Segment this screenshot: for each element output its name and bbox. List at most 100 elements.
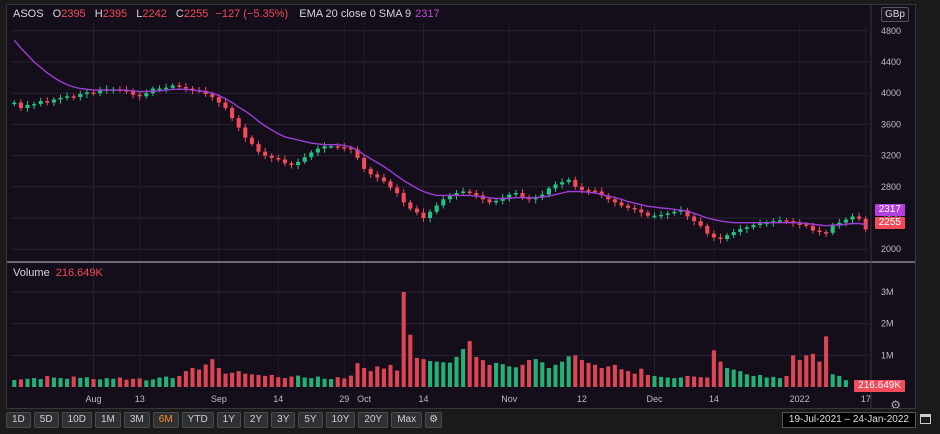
volume-bar <box>837 375 842 387</box>
volume-bar <box>249 374 254 387</box>
candle-body <box>335 146 340 148</box>
candle-body <box>678 210 683 212</box>
volume-bar <box>12 380 17 387</box>
candle-body <box>520 193 525 197</box>
candle-body <box>718 237 723 240</box>
timeframe-button-6m[interactable]: 6M <box>152 412 179 428</box>
calendar-icon[interactable] <box>920 414 931 424</box>
candle-body <box>58 97 63 100</box>
volume-bar <box>824 336 829 387</box>
candle-body <box>553 184 558 189</box>
candle-body <box>797 223 802 225</box>
candle-body <box>817 230 822 233</box>
volume-label[interactable]: Volume <box>13 267 50 279</box>
candle-body <box>71 96 76 98</box>
volume-bar <box>256 374 261 387</box>
timeframe-button-1y[interactable]: 1Y <box>216 412 241 428</box>
candle-body <box>692 216 697 222</box>
volume-bar <box>784 375 789 387</box>
timeframe-button-5y[interactable]: 5Y <box>298 412 323 428</box>
low-value: 2242 <box>142 8 167 20</box>
candle-body <box>698 221 703 226</box>
volume-bar <box>375 366 380 387</box>
candle-body <box>25 104 30 109</box>
volume-bar <box>645 374 650 387</box>
chart-panel[interactable]: 200024002800320036004000440048001M2M3MAu… <box>6 4 916 409</box>
volume-bar <box>758 374 763 387</box>
volume-bar <box>315 376 320 387</box>
timeframe-button-1d[interactable]: 1D <box>6 412 31 428</box>
candle-body <box>98 90 103 94</box>
timeframe-button-ytd[interactable]: YTD <box>181 412 214 428</box>
volume-bar <box>335 377 340 387</box>
timeframe-button-10y[interactable]: 10Y <box>325 412 356 428</box>
volume-bar <box>777 378 782 387</box>
timeframe-button-3m[interactable]: 3M <box>123 412 150 428</box>
price-header: ASOS O2395 H2395 L2242 C2255 −127 (−5.35… <box>13 8 440 20</box>
timeframe-button-3y[interactable]: 3Y <box>271 412 296 428</box>
candle-body <box>329 146 334 148</box>
volume-bar <box>45 375 50 387</box>
volume-bar <box>276 377 281 387</box>
candle-body <box>705 225 710 234</box>
timeframe-button-10d[interactable]: 10D <box>61 412 92 428</box>
volume-bar <box>751 375 756 387</box>
candle-body <box>777 220 782 222</box>
volume-bar <box>428 361 433 387</box>
candle-body <box>764 222 769 225</box>
candle-body <box>51 99 56 103</box>
candle-body <box>315 148 320 153</box>
volume-bar <box>731 369 736 387</box>
volume-bar <box>329 379 334 387</box>
candle-body <box>289 163 294 165</box>
volume-bar <box>223 373 228 387</box>
timeframe-button-max[interactable]: Max <box>391 412 423 428</box>
time-tick-label: Dec <box>646 394 663 404</box>
volume-bar <box>626 371 631 387</box>
volume-bar <box>388 364 393 387</box>
volume-bar <box>342 378 347 387</box>
volume-bar <box>170 378 175 387</box>
timeframe-button-5d[interactable]: 5D <box>33 412 59 428</box>
volume-bar <box>639 368 644 387</box>
price-tick-label: 3600 <box>881 119 901 129</box>
volume-bar <box>659 376 664 387</box>
price-tick-label: 2800 <box>881 182 901 192</box>
indicator-label[interactable]: EMA 20 close 0 SMA 9 <box>299 8 412 20</box>
candle-body <box>421 212 426 218</box>
time-tick-label: 14 <box>418 394 428 404</box>
volume-bar <box>210 359 215 387</box>
candle-body <box>18 102 23 109</box>
candle-body <box>137 94 142 97</box>
candle-body <box>78 93 83 98</box>
candle-body <box>375 174 380 178</box>
toolbar-gear-icon[interactable]: ⚙ <box>425 412 443 428</box>
candle-body <box>810 225 815 231</box>
candle-body <box>758 223 763 226</box>
candle-body <box>348 147 353 150</box>
volume-bar <box>124 379 129 387</box>
candle-body <box>540 194 545 198</box>
chart-canvas[interactable]: 200024002800320036004000440048001M2M3MAu… <box>7 5 916 409</box>
volume-bar <box>309 378 314 387</box>
candle-body <box>91 92 96 94</box>
candle-body <box>322 146 327 149</box>
time-tick-label: Sep <box>211 394 227 404</box>
candle-body <box>381 177 386 182</box>
timeframe-button-20y[interactable]: 20Y <box>358 412 389 428</box>
volume-bar <box>579 360 584 387</box>
candle-body <box>296 161 301 165</box>
gear-icon[interactable]: ⚙ <box>890 398 901 409</box>
candle-body <box>368 168 373 175</box>
currency-button[interactable]: GBp <box>880 7 909 22</box>
timeframe-button-2y[interactable]: 2Y <box>243 412 269 428</box>
candle-body <box>837 222 842 226</box>
volume-bar <box>282 378 287 387</box>
timeframe-button-1m[interactable]: 1M <box>94 412 121 428</box>
date-range-display[interactable]: 19-Jul-2021 – 24-Jan-2022 <box>781 412 916 428</box>
time-tick-label: 17 <box>861 394 871 404</box>
candle-body <box>830 225 835 233</box>
volume-bar <box>58 378 63 387</box>
candle-body <box>566 179 571 183</box>
